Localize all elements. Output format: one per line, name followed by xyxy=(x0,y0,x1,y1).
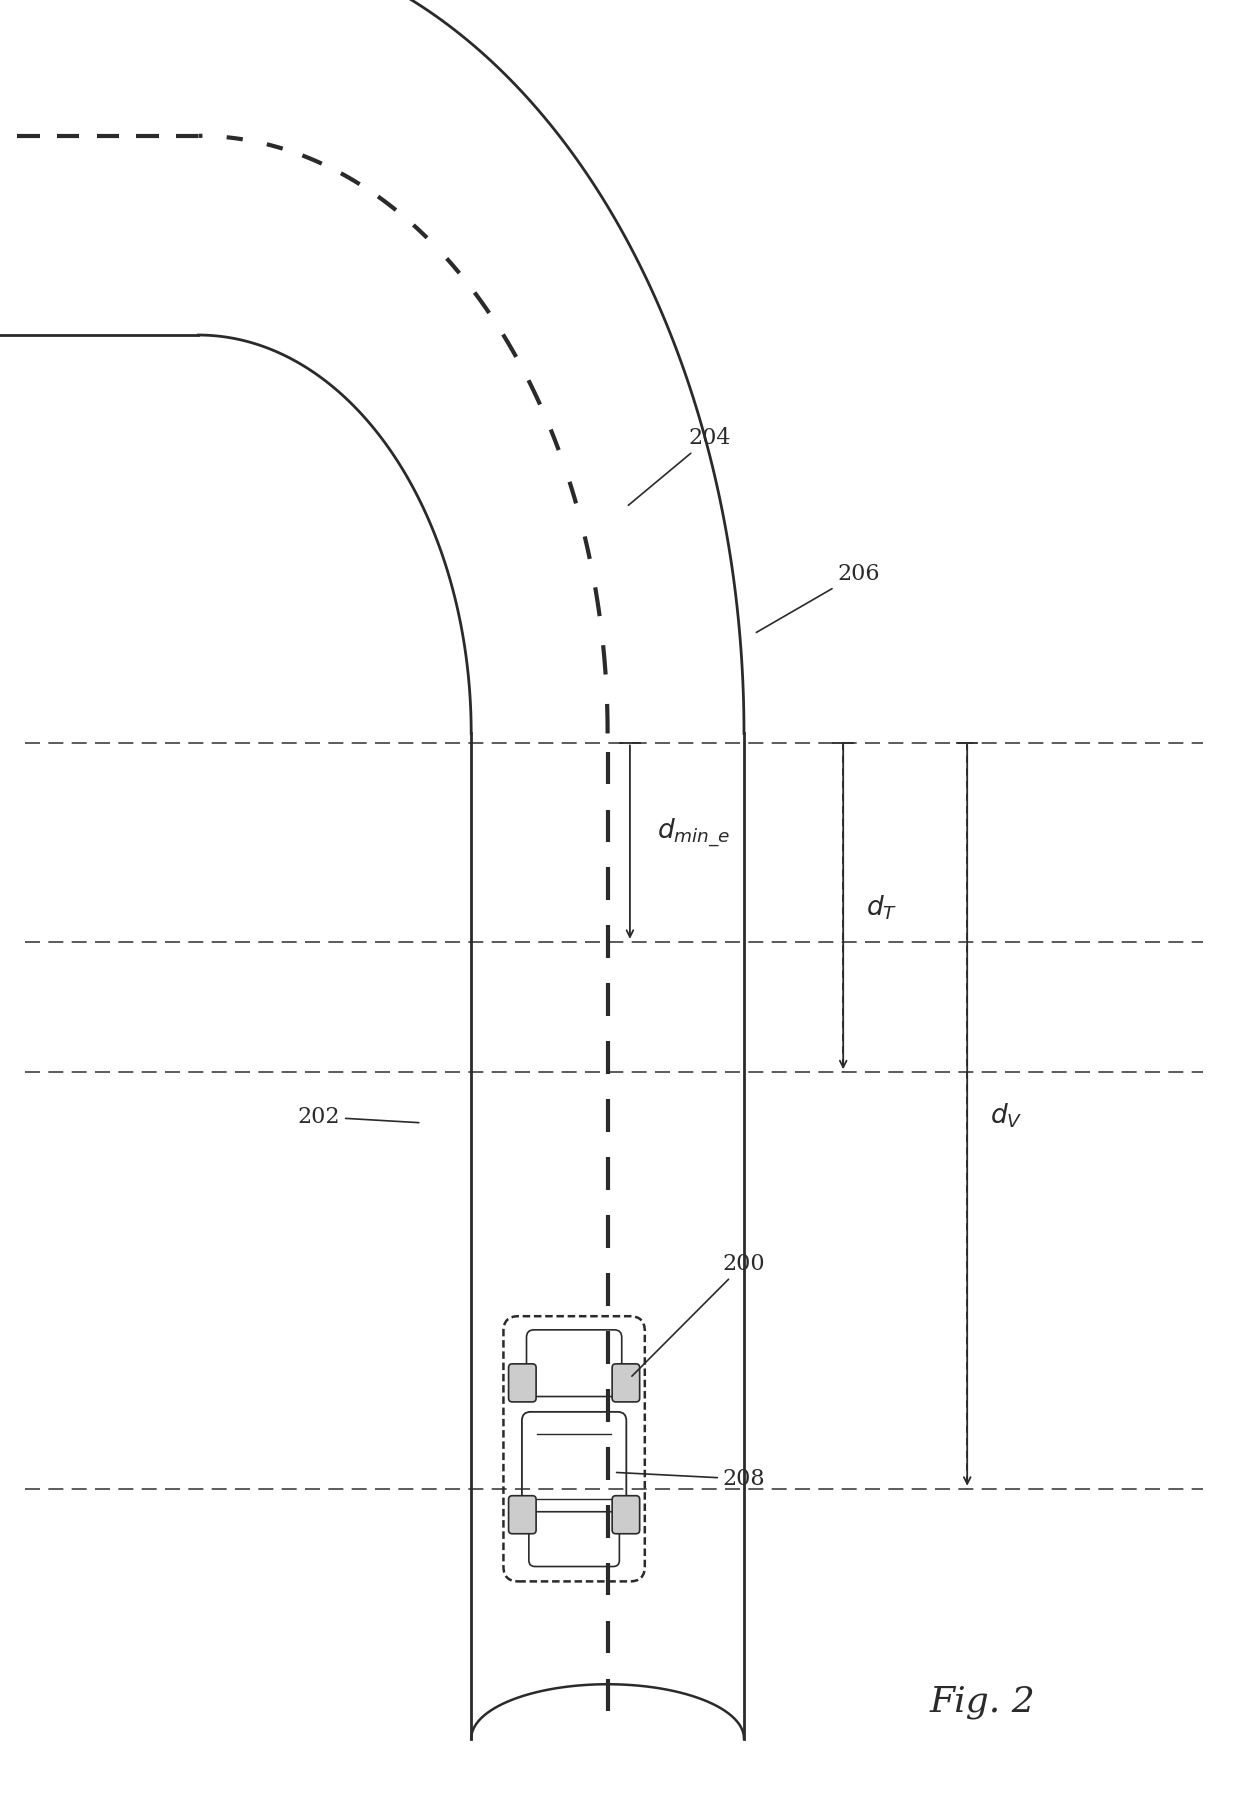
Text: 202: 202 xyxy=(298,1107,419,1128)
Text: 206: 206 xyxy=(756,563,879,632)
Text: 204: 204 xyxy=(629,427,730,505)
Text: $d_T$: $d_T$ xyxy=(866,893,897,922)
FancyBboxPatch shape xyxy=(522,1413,626,1519)
FancyBboxPatch shape xyxy=(613,1496,640,1534)
FancyBboxPatch shape xyxy=(528,1512,620,1567)
FancyBboxPatch shape xyxy=(613,1364,640,1402)
FancyBboxPatch shape xyxy=(503,1317,645,1581)
Text: 200: 200 xyxy=(632,1253,765,1376)
FancyBboxPatch shape xyxy=(508,1364,536,1402)
FancyBboxPatch shape xyxy=(508,1496,536,1534)
Text: Fig. 2: Fig. 2 xyxy=(930,1684,1035,1719)
FancyBboxPatch shape xyxy=(527,1329,621,1396)
Text: $d_V$: $d_V$ xyxy=(990,1101,1022,1130)
Text: $d_{min\_e}$: $d_{min\_e}$ xyxy=(657,817,730,849)
Text: 208: 208 xyxy=(616,1469,765,1490)
